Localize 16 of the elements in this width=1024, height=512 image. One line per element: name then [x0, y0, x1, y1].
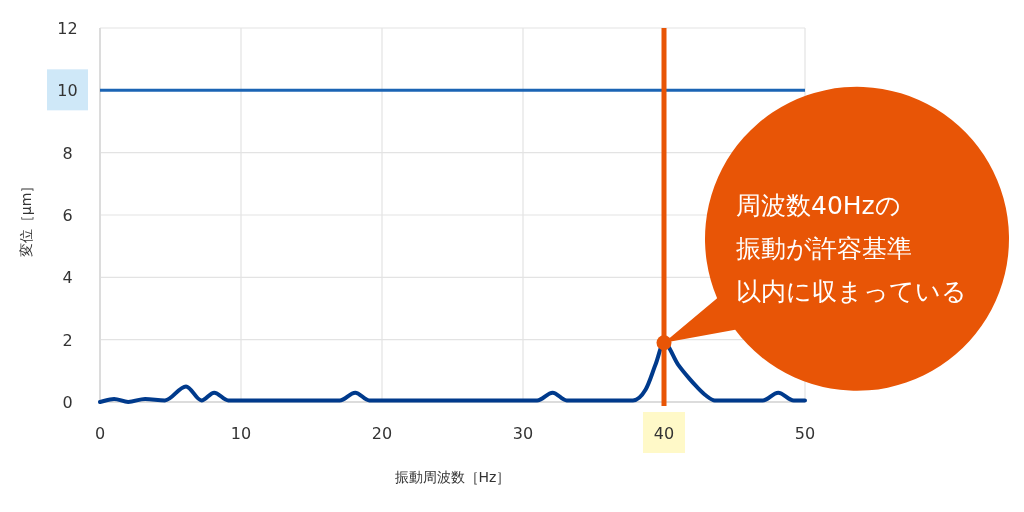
- y-tick-label: 2: [62, 330, 73, 350]
- x-axis-title: 振動周波数［Hz］: [394, 469, 511, 485]
- y-tick-label: 0: [62, 393, 73, 412]
- y-tick-label: 10: [57, 81, 78, 101]
- x-tick-label: 0: [94, 424, 106, 443]
- x-tick-label: 10: [230, 424, 252, 443]
- x-tick-label: 40: [653, 424, 675, 443]
- y-tick-label: 12: [57, 19, 78, 38]
- y-axis-title: 変位［μm］: [18, 178, 34, 258]
- callout-text: 周波数40Hzの振動が許容基準以内に収まっている: [736, 190, 967, 306]
- y-tick-label: 8: [62, 143, 73, 163]
- y-tick-label: 6: [62, 206, 73, 225]
- x-tick-label: 50: [794, 424, 816, 443]
- x-tick-label: 30: [512, 424, 534, 443]
- x-tick-label: 20: [371, 424, 393, 443]
- y-tick-label: 4: [62, 268, 73, 288]
